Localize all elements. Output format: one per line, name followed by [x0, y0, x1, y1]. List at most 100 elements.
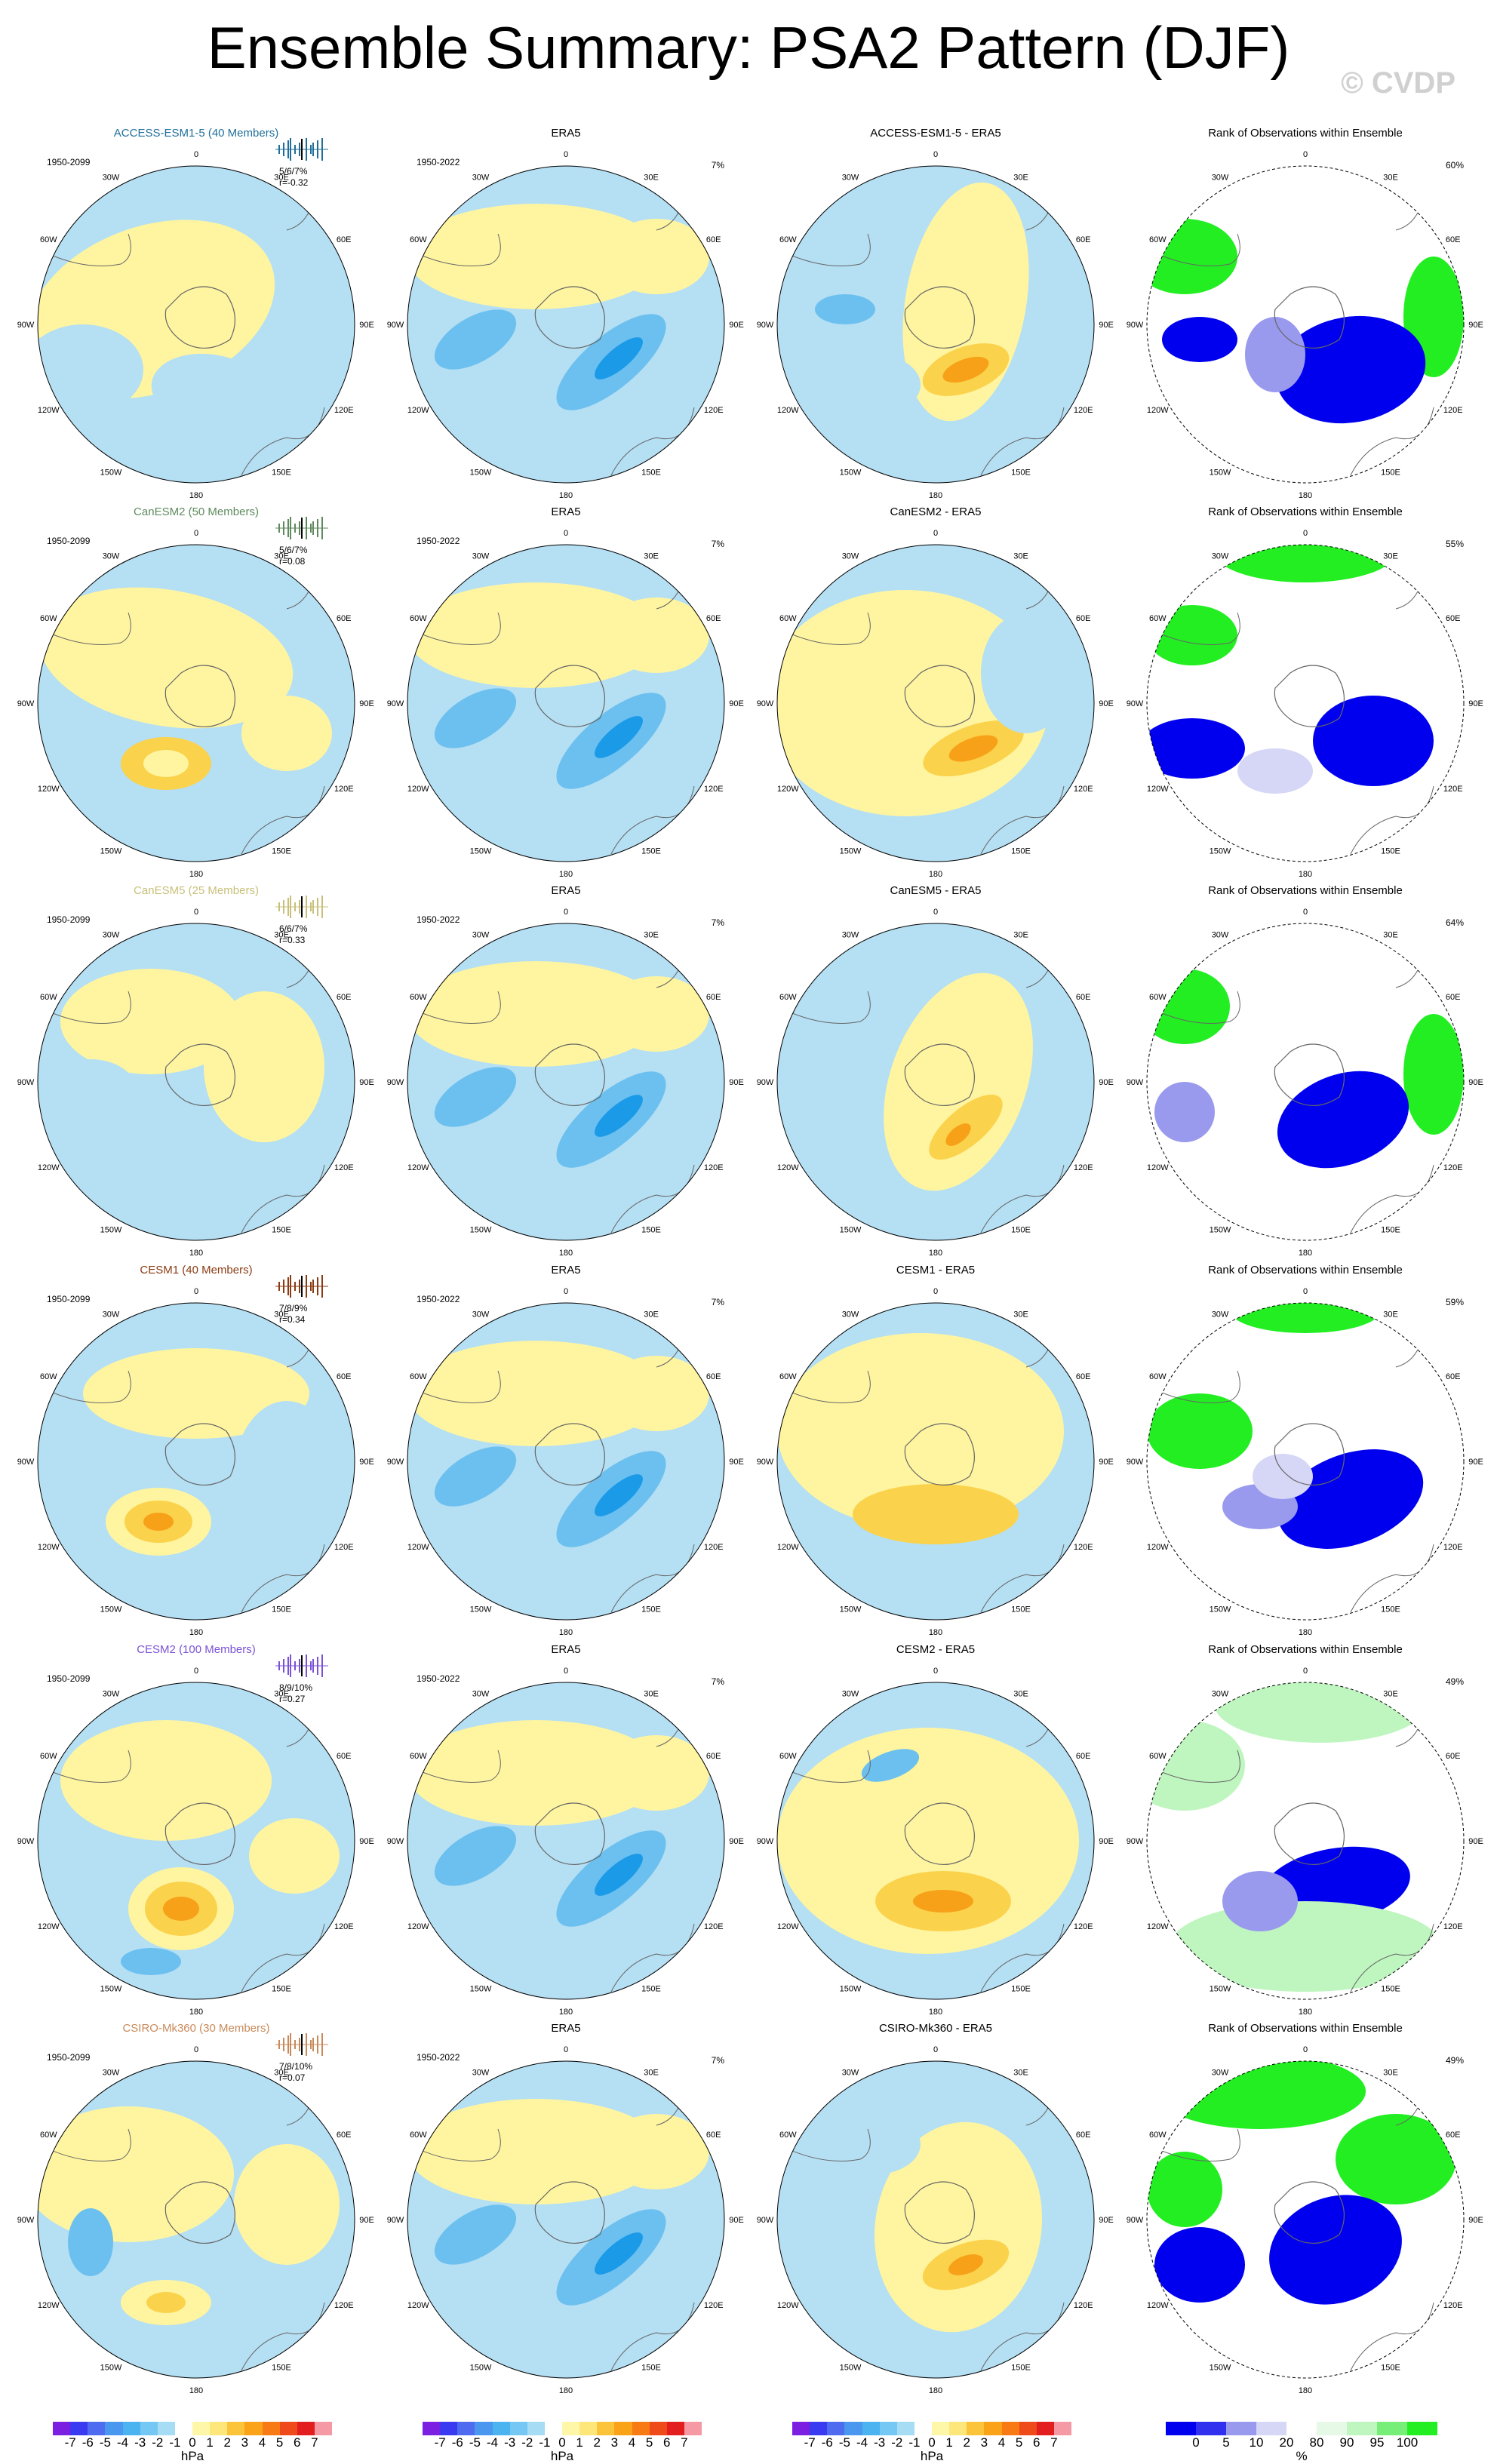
panel-rank: 0 30E 60E 90E 120E 150E 180 150W 120W 90W 60W 30W Ra…: [1124, 1643, 1486, 2020]
map-model: 0 30E 60E 90E 120E 150E 180 150W 120W 90W 60W 30W: [17, 138, 374, 500]
lon-label-30W: 30W: [472, 2068, 490, 2077]
lon-label-90W: 90W: [1127, 1078, 1144, 1087]
period-label: 1950-2099: [47, 157, 91, 167]
lon-label-90W: 90W: [17, 1078, 35, 1087]
africa-coastline: [1395, 210, 1419, 231]
lon-label-90E: 90E: [1468, 699, 1483, 708]
page-title: Ensemble Summary: PSA2 Pattern (DJF): [207, 14, 1290, 81]
spread-label: 5/6/7%: [279, 166, 308, 177]
contour-pos1: [604, 976, 709, 1052]
colorbar-swatch: [475, 2422, 493, 2435]
contour-blue: [1277, 1449, 1424, 1549]
variance-label: 7%: [711, 1297, 724, 1307]
contour-layer: [1147, 968, 1464, 1234]
contour-blue: [1313, 696, 1434, 786]
lon-label-120W: 120W: [1147, 1543, 1169, 1552]
lon-label-60E: 60E: [1076, 614, 1091, 623]
colorbar-swatch: [632, 2422, 650, 2435]
colorbar-swatch: [1377, 2422, 1407, 2435]
lon-label-150E: 150E: [1011, 2364, 1031, 2373]
colorbar-swatch: [314, 2422, 332, 2435]
variance-label: 7%: [711, 1676, 724, 1687]
colorbar-tick-label: -4: [856, 2435, 868, 2450]
antarctica-coastline: [164, 1802, 236, 1866]
lon-label-60E: 60E: [706, 1752, 721, 1761]
lon-label-30W: 30W: [472, 1689, 490, 1698]
lon-label-90W: 90W: [387, 1837, 404, 1846]
lon-label-90E: 90E: [359, 699, 374, 708]
contour-pos3: [948, 735, 998, 762]
panel-title: ERA5: [551, 884, 581, 897]
colorbar-tick-label: 6: [663, 2435, 671, 2450]
lon-label-0: 0: [1303, 529, 1308, 538]
africa-coastline: [286, 589, 310, 610]
panel-diff: 0 30E 60E 90E 120E 150E 180 150W 120W 90W 60W 30W Ca…: [755, 884, 1117, 1261]
lon-label-120W: 120W: [777, 1922, 799, 1931]
antarctica-coastline: [164, 1423, 236, 1486]
lon-label-60E: 60E: [706, 614, 721, 623]
map-boundary: [407, 544, 725, 862]
colorbar-swatch: [932, 2422, 950, 2435]
contour-pos1: [38, 587, 294, 729]
colorbar-swatch: [896, 2422, 914, 2435]
spread-label: 7/8/10%: [279, 2061, 313, 2072]
contour-pos1: [874, 2121, 1043, 2333]
africa-coastline: [286, 2106, 310, 2126]
contour-lgreen: [1170, 1901, 1441, 1992]
lon-label-0: 0: [564, 2045, 568, 2054]
south-america-coastline: [1147, 1370, 1240, 1403]
colorbar-tick-label: 0: [558, 2435, 566, 2450]
lon-label-120W: 120W: [1147, 1922, 1169, 1931]
panel-model: 0 30E 60E 90E 120E 150E 180 150W 120W 90W 60W 30W CS…: [15, 2022, 377, 2399]
lon-label-150E: 150E: [1381, 2364, 1400, 2373]
contour-neg1: [807, 1074, 868, 1120]
lon-label-60W: 60W: [410, 1372, 427, 1381]
lon-label-150W: 150W: [100, 469, 122, 478]
map-boundary: [1146, 2060, 1465, 2379]
lon-label-150E: 150E: [272, 2364, 291, 2373]
ensemble-spread-glyph: [275, 1654, 328, 1677]
contour-lblue: [1245, 317, 1305, 392]
antarctica-coastline: [1274, 2181, 1345, 2244]
lon-label-120E: 120E: [1443, 1543, 1463, 1552]
colorbar-swatch: [1347, 2422, 1377, 2435]
period-label: 1950-2099: [47, 2052, 91, 2063]
contour-layer: [407, 961, 709, 1234]
lon-label-0: 0: [933, 2045, 938, 2054]
lon-label-150W: 150W: [470, 1605, 492, 1615]
lon-label-0: 0: [194, 2045, 198, 2054]
colorbar-swatch: [967, 2422, 985, 2435]
panel-title: Rank of Observations within Ensemble: [1208, 1643, 1403, 1656]
lon-label-60E: 60E: [706, 993, 721, 1002]
lon-label-150E: 150E: [272, 1226, 291, 1235]
map-boundary: [1146, 1682, 1465, 2000]
period-label: 1950-2022: [417, 536, 460, 546]
lon-label-60W: 60W: [40, 235, 57, 244]
contour-pos1: [83, 1348, 309, 1439]
africa-coastline: [286, 1347, 310, 1368]
colorbar-ticks: -7 -6 -5 -4 -3 -2 -1 0 1 2 3 4 5 6 7: [53, 2435, 332, 2450]
map-boundary: [776, 165, 1095, 484]
africa-coastline: [656, 1727, 680, 1747]
spread-label: 6/6/7%: [279, 923, 308, 934]
contour-layer: [1147, 545, 1434, 855]
contour-neg3: [595, 337, 643, 379]
contour-green: [1147, 2152, 1222, 2227]
panel-era: 0 30E 60E 90E 120E 150E 180 150W 120W 90W 60W 30W ER…: [385, 1264, 747, 1641]
lon-label-0: 0: [564, 529, 568, 538]
panel-rank: 0 30E 60E 90E 120E 150E 180 150W 120W 90W 60W 30W Ra…: [1124, 1264, 1486, 1641]
colorbar-swatch: [210, 2422, 228, 2435]
colorbar-tick-label: -5: [99, 2435, 111, 2450]
contour-pos1: [407, 582, 664, 688]
antarctica-coastline: [534, 1043, 606, 1107]
panel-era: 0 30E 60E 90E 120E 150E 180 150W 120W 90W 60W 30W ER…: [385, 2022, 747, 2399]
correlation-label: r=0.07: [279, 2072, 306, 2083]
rank-area-label: 55%: [1445, 539, 1464, 549]
lon-label-180: 180: [559, 1628, 573, 1637]
lon-label-60W: 60W: [779, 993, 797, 1002]
lon-label-120E: 120E: [1443, 2301, 1463, 2310]
panel-title: CSIRO-Mk360 (30 Members): [122, 2022, 270, 2035]
colorbar-tick-label: 80: [1309, 2435, 1324, 2450]
colorbar-swatch: [914, 2422, 932, 2435]
lon-label-60E: 60E: [1076, 1372, 1091, 1381]
